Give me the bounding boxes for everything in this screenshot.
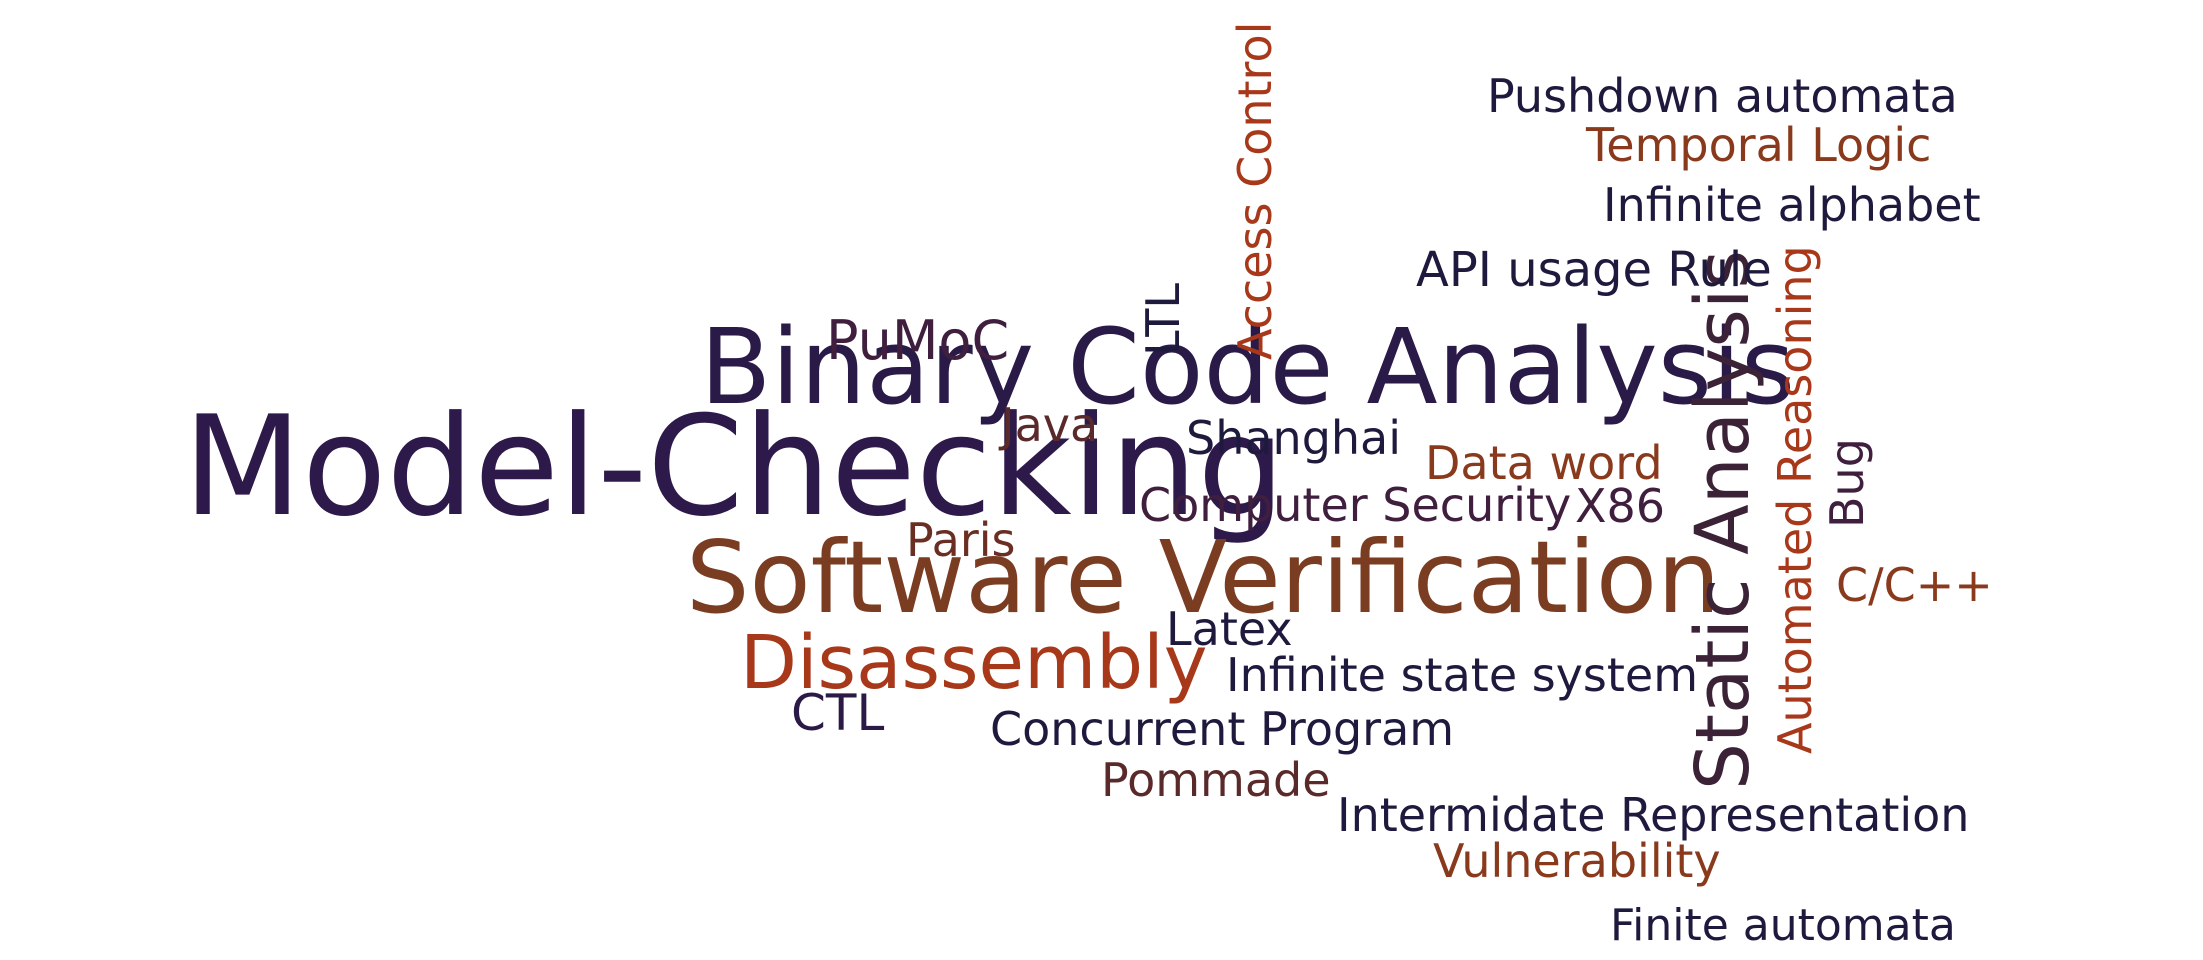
word-pommade: Pommade — [1101, 753, 1331, 807]
word-intermidate-representation: Intermidate Representation — [1337, 788, 1970, 842]
word-access-control: Access Control — [1228, 21, 1282, 360]
word-infinite-alphabet: Infinite alphabet — [1603, 178, 1981, 232]
word-x86: X86 — [1575, 479, 1666, 533]
word-java: Java — [1001, 398, 1099, 452]
word-model-checking: Model-Checking — [183, 386, 1286, 547]
word-ltl: LTL — [1136, 282, 1190, 356]
word-api-usage-rule: API usage Rule — [1416, 242, 1772, 298]
word-shanghai: Shanghai — [1186, 411, 1402, 465]
word-vulnerability: Vulnerability — [1433, 834, 1721, 888]
word-pumoc: PuMoC — [826, 309, 1010, 372]
word-data-word: Data word — [1425, 436, 1663, 490]
word-computer-security: Computer Security — [1139, 478, 1572, 532]
word-paris: Paris — [906, 513, 1016, 567]
word-binary-code-analysis: Binary Code Analysis — [700, 306, 1796, 428]
word-software-verification: Software Verification — [686, 519, 1721, 636]
word-concurrent-program: Concurrent Program — [990, 702, 1455, 756]
word-automated-reasoning: Automated Reasoning — [1768, 245, 1822, 754]
word-infinite-state-system: Infinite state system — [1226, 648, 1699, 702]
word-pushdown-automata: Pushdown automata — [1487, 69, 1958, 123]
word-c-cpp: C/C++ — [1836, 558, 1993, 612]
word-bug: Bug — [1820, 438, 1874, 528]
word-latex: Latex — [1166, 602, 1293, 656]
word-finite-automata: Finite automata — [1610, 900, 1956, 951]
word-temporal-logic: Temporal Logic — [1586, 118, 1932, 172]
word-static-analysis: Static Analysis — [1680, 249, 1766, 790]
word-disassembly: Disassembly — [740, 620, 1208, 706]
word-ctl: CTL — [791, 684, 885, 742]
